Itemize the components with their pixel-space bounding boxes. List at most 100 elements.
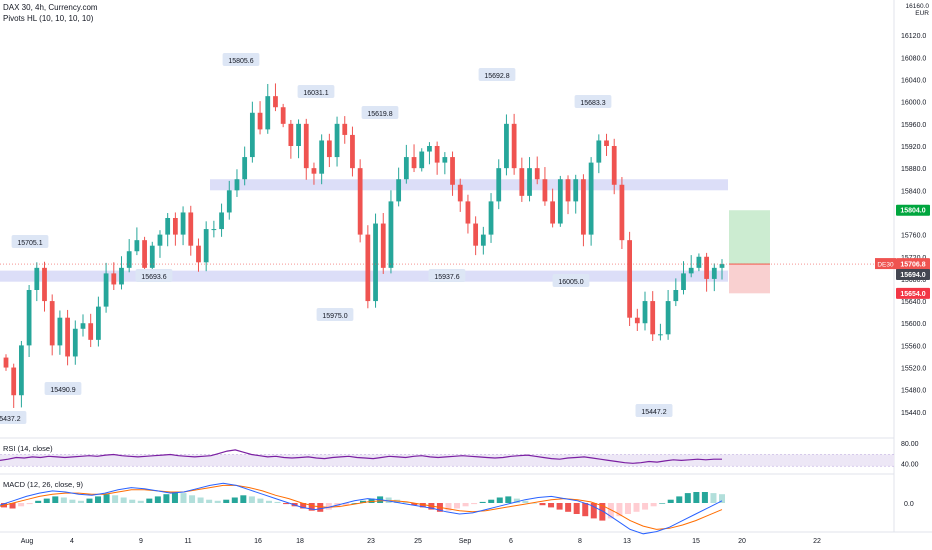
macd-hist-bar bbox=[69, 499, 76, 503]
price-tick-label: 15520.0 bbox=[901, 366, 926, 373]
candle-body bbox=[180, 212, 186, 235]
pivot-label: 15490.9 bbox=[50, 387, 75, 394]
candle-body bbox=[373, 223, 378, 302]
price-tick-label: 16040.0 bbox=[901, 78, 926, 85]
candle-body bbox=[388, 201, 394, 268]
candle-body bbox=[134, 240, 140, 252]
candle-body bbox=[457, 184, 463, 202]
macd-hist-bar bbox=[522, 500, 529, 503]
candle-body bbox=[504, 123, 509, 169]
candle-body bbox=[80, 323, 86, 329]
candle-body bbox=[165, 218, 171, 235]
pivot-label: 15619.8 bbox=[367, 111, 392, 118]
macd-hist-bar bbox=[368, 498, 375, 503]
macd-hist-bar bbox=[351, 503, 358, 504]
macd-hist-bar bbox=[693, 492, 700, 503]
pivot-label-bg bbox=[297, 85, 335, 98]
macd-hist-bar bbox=[548, 503, 555, 508]
candle-body bbox=[511, 123, 517, 169]
macd-hist-bar bbox=[701, 492, 708, 503]
indicator-title: Pivots HL (10, 10, 10, 10) bbox=[3, 14, 94, 23]
macd-hist-bar bbox=[556, 503, 563, 510]
time-tick-label: Aug bbox=[21, 538, 34, 545]
macd-hist-bar bbox=[52, 496, 59, 503]
target-zone bbox=[729, 210, 770, 265]
candle-body bbox=[49, 301, 55, 346]
time-tick-label: 8 bbox=[578, 538, 582, 545]
candle-body bbox=[365, 234, 371, 302]
candle-body bbox=[242, 157, 248, 180]
macd-hist-bar bbox=[231, 497, 238, 503]
macd-hist-bar bbox=[95, 496, 102, 503]
candle-body bbox=[704, 256, 709, 279]
price-tick-label: 15600.0 bbox=[901, 321, 926, 328]
macd-hist-bar bbox=[590, 503, 597, 519]
pivot-label: 15437.2 bbox=[0, 416, 21, 423]
macd-hist-bar bbox=[642, 503, 649, 510]
candle-body bbox=[3, 357, 9, 368]
candle-body bbox=[488, 201, 494, 235]
macd-hist-bar bbox=[154, 496, 161, 503]
candle-body bbox=[334, 123, 340, 158]
macd-hist-bar bbox=[120, 497, 127, 503]
pivot-label: 15692.8 bbox=[484, 73, 509, 80]
macd-hist-bar bbox=[180, 493, 187, 503]
macd-hist-bar bbox=[719, 494, 725, 503]
macd-hist-bar bbox=[9, 503, 16, 509]
support-resistance-zone bbox=[0, 270, 728, 282]
price-tick-label: 15960.0 bbox=[901, 122, 926, 129]
candle-body bbox=[403, 157, 409, 180]
pivot-label-bg bbox=[0, 411, 27, 424]
macd-hist-bar bbox=[35, 500, 42, 503]
macd-hist-bar bbox=[342, 503, 349, 506]
rsi-tick-label: 40.00 bbox=[901, 461, 919, 468]
price-tick-label: 15480.0 bbox=[901, 388, 926, 395]
candle-body bbox=[519, 168, 525, 196]
pivot-label-bg bbox=[44, 382, 82, 395]
macd-hist-bar bbox=[659, 503, 666, 504]
pivot-label-bg bbox=[316, 308, 354, 321]
pivot-label: 15705.1 bbox=[17, 240, 42, 247]
symbol-title: DAX 30, 4h, Currency.com bbox=[3, 3, 98, 12]
target-price-tag-bg bbox=[896, 204, 930, 216]
top-price-label: 16160.0 bbox=[905, 3, 930, 10]
candle-body bbox=[565, 179, 571, 202]
macd-hist-bar bbox=[300, 503, 307, 509]
candle-body bbox=[473, 223, 479, 246]
candle-body bbox=[249, 112, 255, 158]
candle-body bbox=[357, 168, 363, 235]
macd-line bbox=[0, 482, 723, 535]
macd-hist-bar bbox=[265, 500, 272, 503]
macd-hist-bar bbox=[308, 503, 315, 511]
macd-hist-bar bbox=[530, 503, 537, 504]
candle-body bbox=[88, 323, 94, 340]
time-tick-label: 6 bbox=[509, 538, 513, 545]
candle-body bbox=[211, 229, 217, 231]
candle-body bbox=[103, 273, 109, 307]
candle-body bbox=[542, 179, 548, 202]
candle-body bbox=[673, 290, 679, 302]
pivot-label: 15683.3 bbox=[580, 100, 605, 107]
candle-body bbox=[427, 146, 432, 152]
pivot-label-bg bbox=[135, 269, 173, 282]
candle-body bbox=[288, 123, 294, 146]
macd-hist-bar bbox=[445, 503, 452, 511]
macd-hist-bar bbox=[385, 497, 392, 503]
macd-hist-bar bbox=[684, 493, 691, 503]
signal-line bbox=[0, 484, 723, 530]
time-tick-label: Sep bbox=[459, 538, 472, 545]
macd-hist-bar bbox=[710, 493, 717, 503]
macd-hist-bar bbox=[573, 503, 580, 514]
time-tick-label: 23 bbox=[367, 538, 375, 545]
candle-body bbox=[665, 301, 671, 335]
pivot-label: 16005.0 bbox=[558, 279, 583, 286]
support-resistance-zone bbox=[210, 179, 728, 191]
candles-group bbox=[3, 83, 725, 408]
stop-red-tag-bg bbox=[896, 287, 930, 299]
price-tick-label: 15680.0 bbox=[901, 277, 926, 284]
macd-hist-bar bbox=[607, 503, 614, 519]
candle-body bbox=[303, 123, 309, 169]
macd-hist-bar bbox=[197, 497, 204, 503]
macd-hist-bar bbox=[240, 495, 247, 503]
rsi-tick-label: 80.00 bbox=[901, 441, 919, 448]
